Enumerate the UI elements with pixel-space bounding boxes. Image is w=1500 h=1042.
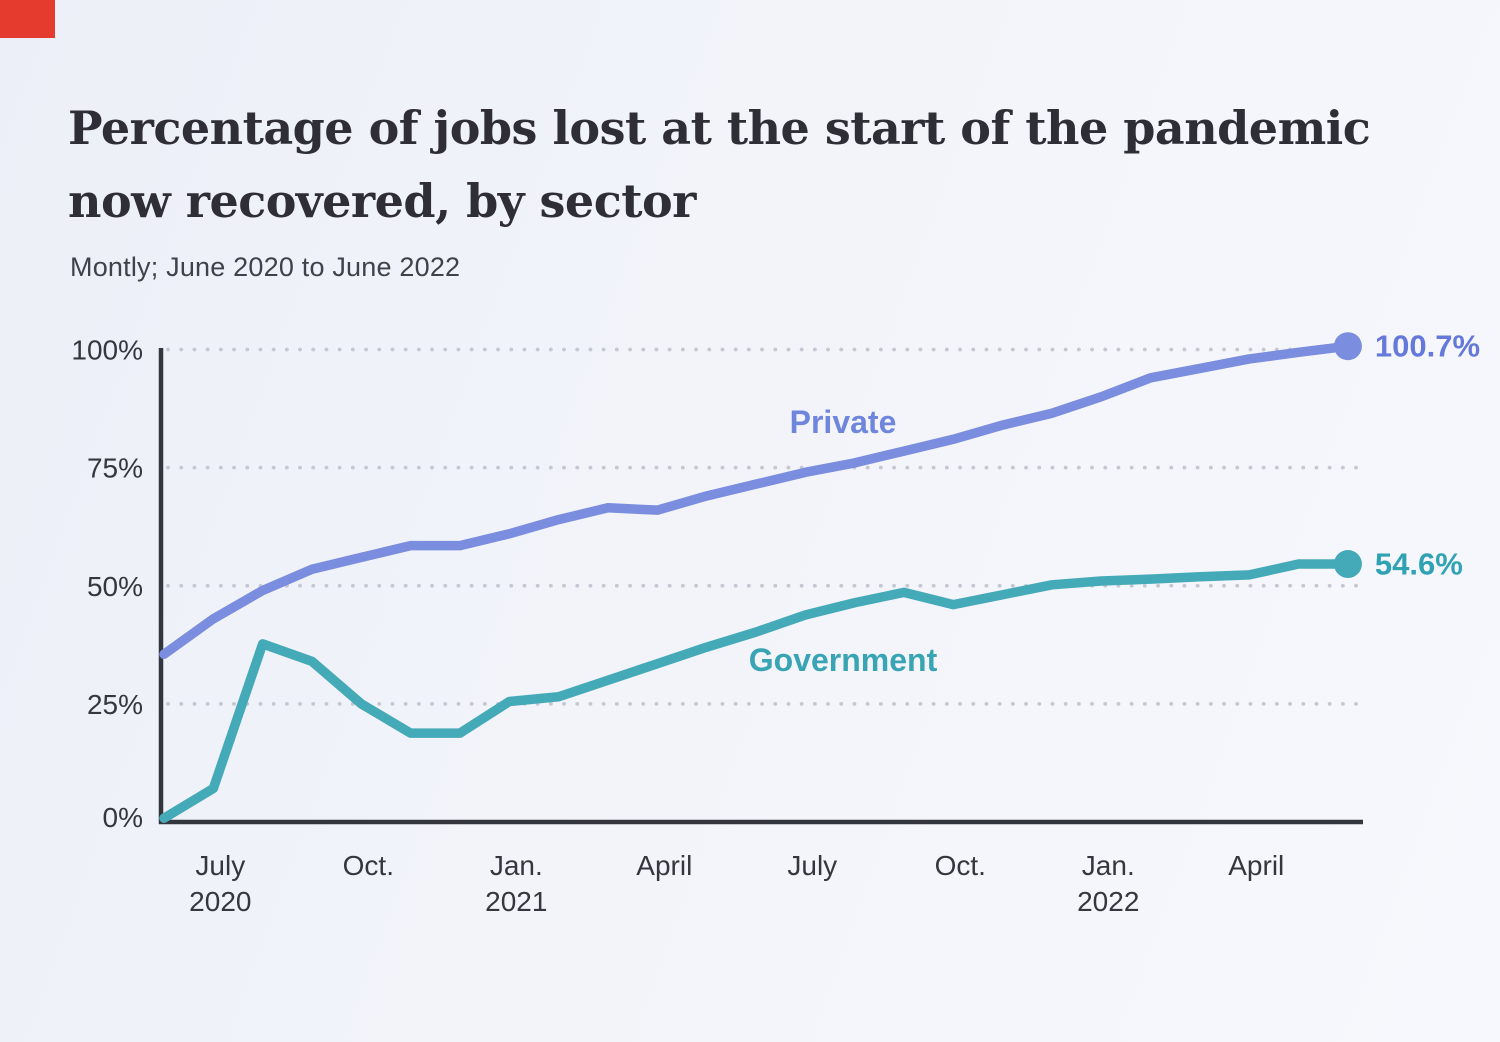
brand-logo [0,0,55,38]
chart-subtitle: Montly; June 2020 to June 2022 [70,252,461,282]
y-tick-100: 100% [71,335,143,366]
private-end-dot [1333,332,1362,361]
government-series-label: Government [749,642,938,678]
y-tick-50: 50% [87,571,143,602]
x-tick-month: July [787,850,837,881]
chart-title-line1: Percentage of jobs lost at the start of … [68,101,1371,155]
y-tick-0: 0% [103,802,143,833]
x-tick-year: 2021 [485,886,547,917]
government-end-value-label: 54.6% [1375,547,1463,582]
x-tick-year: 2020 [189,886,251,917]
x-tick-month: April [636,850,692,881]
y-tick-75: 75% [87,453,143,484]
government-end-dot [1333,550,1362,579]
x-tick-month: Jan. [490,850,543,881]
x-tick-year: 2022 [1077,886,1139,917]
private-series-label: Private [790,404,897,440]
x-tick-month: Jan. [1082,850,1135,881]
private-line [159,341,1353,660]
private-end-value-label: 100.7% [1375,329,1480,364]
chart-title-line2: now recovered, by sector [68,174,696,228]
x-tick-month: Oct. [935,850,986,881]
chart-title: Percentage of jobs lost at the start of … [68,92,1371,238]
x-tick-month: Oct. [343,850,394,881]
x-tick-month: July [195,850,245,881]
government-line [159,559,1353,823]
x-tick-month: April [1228,850,1284,881]
y-tick-25: 25% [87,689,143,720]
